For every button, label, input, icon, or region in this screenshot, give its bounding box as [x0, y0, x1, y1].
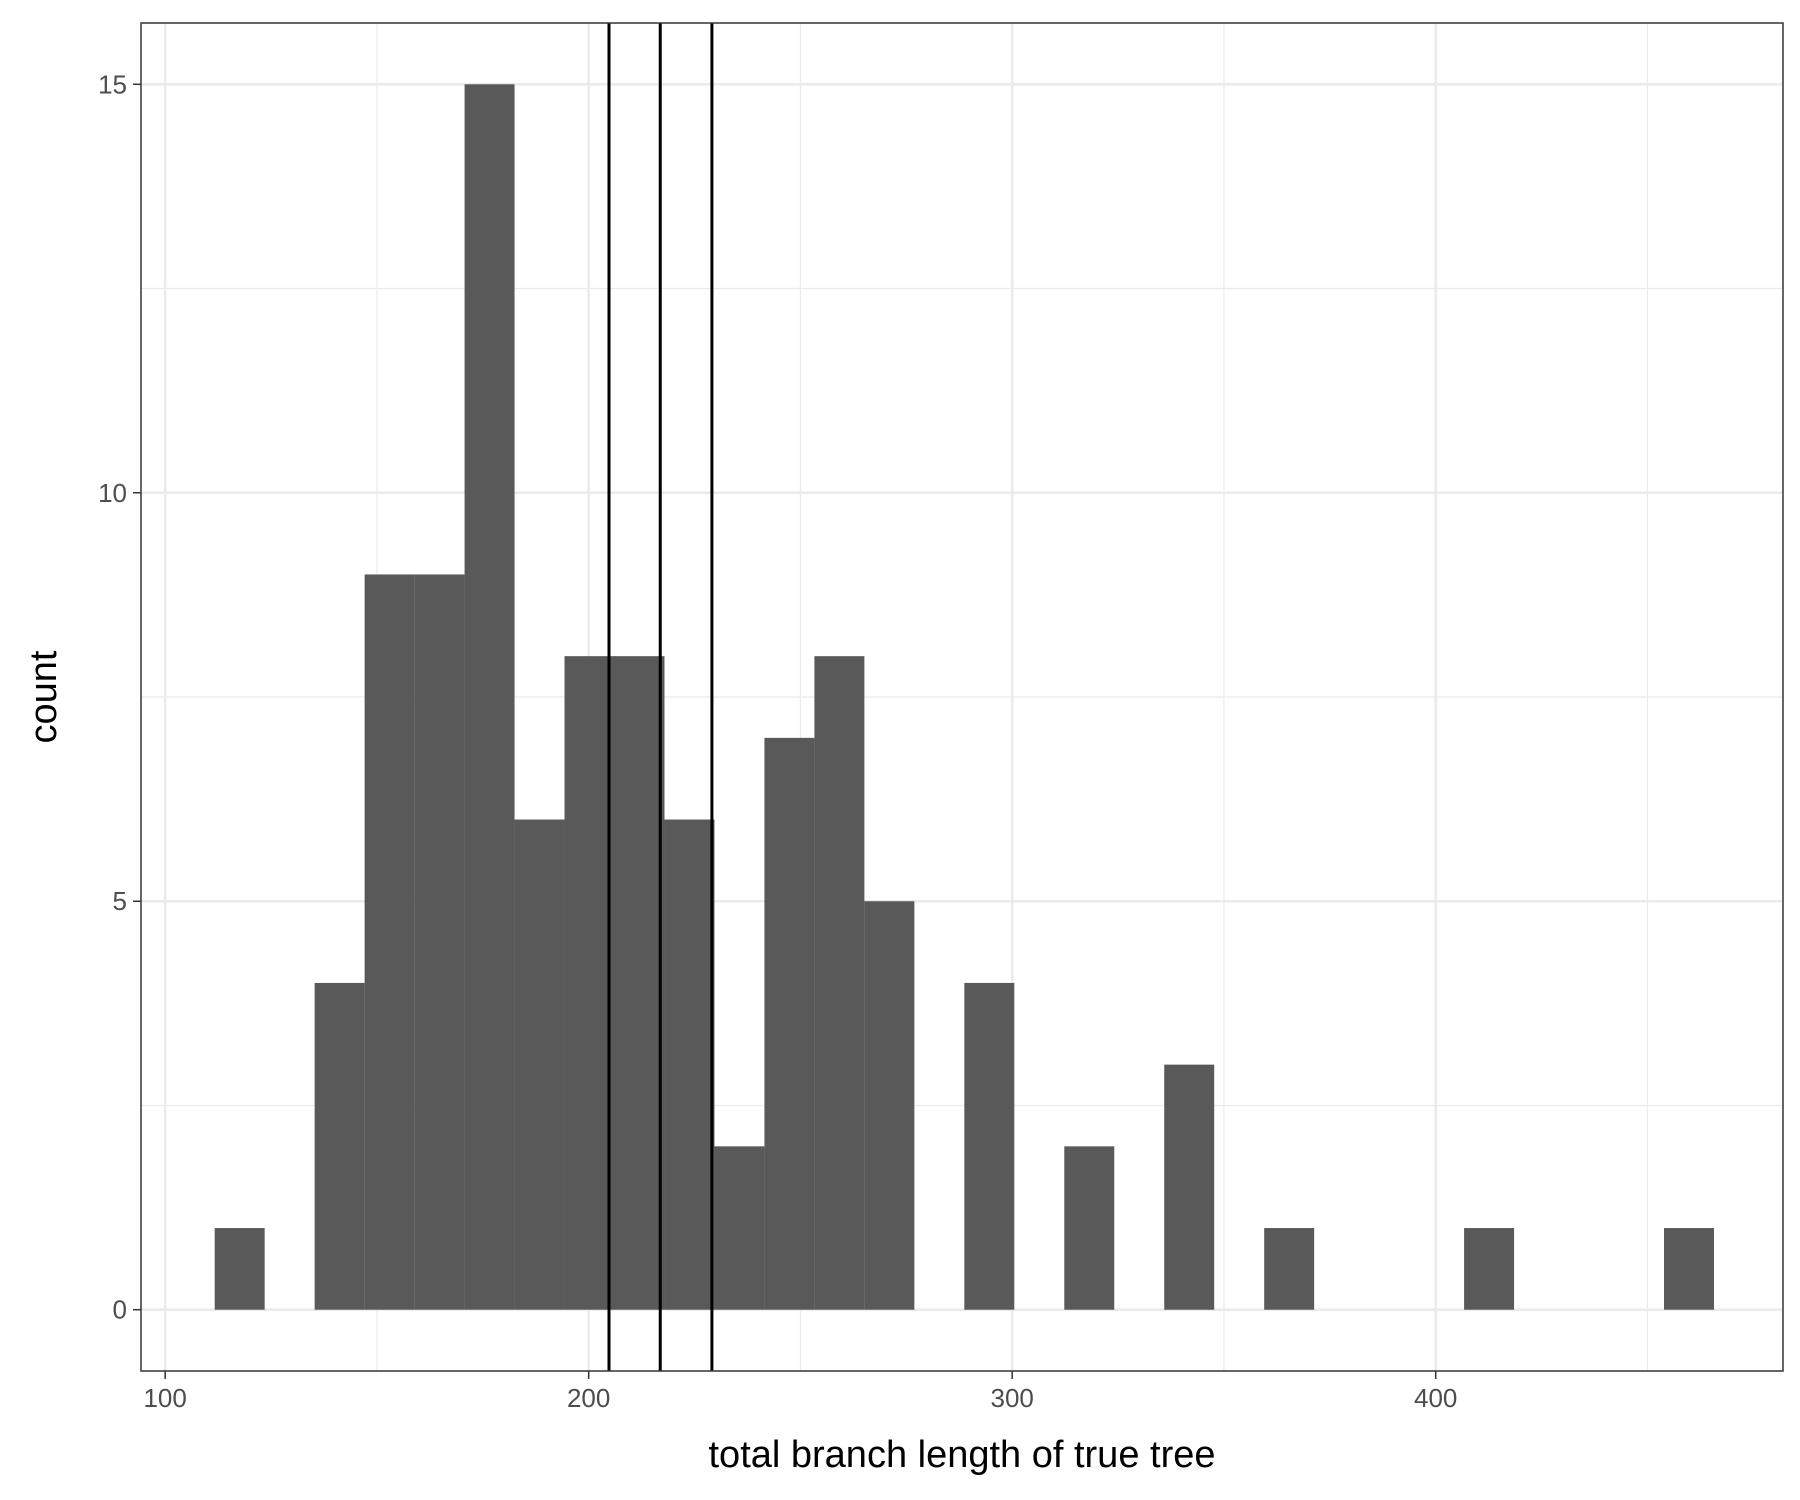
x-tick-label: 400: [1414, 1383, 1457, 1413]
histogram-bar: [1264, 1228, 1315, 1310]
histogram-bar: [1064, 1146, 1115, 1310]
histogram-bar: [714, 1146, 765, 1310]
y-tick-label: 15: [98, 69, 127, 99]
histogram-bar: [564, 656, 615, 1310]
histogram-bar: [1164, 1064, 1215, 1310]
grid-minor: [141, 23, 1783, 1371]
y-axis-title: count: [23, 650, 65, 743]
histogram-bar: [814, 656, 865, 1310]
x-tick-label: 300: [990, 1383, 1033, 1413]
x-tick-label: 100: [143, 1383, 186, 1413]
y-tick-label: 10: [98, 478, 127, 508]
histogram-bar: [614, 656, 665, 1310]
x-axis-title: total branch length of true tree: [709, 1434, 1216, 1476]
histogram-bar: [664, 819, 715, 1310]
reference-lines: [607, 23, 714, 1371]
histogram-bar: [214, 1228, 265, 1310]
x-tick-label: 200: [567, 1383, 610, 1413]
y-tick-label: 5: [113, 886, 127, 916]
y-tick-label: 0: [113, 1295, 127, 1325]
histogram-bar: [1464, 1228, 1515, 1310]
x-axis-ticks: 100 200 300 400: [143, 1371, 1457, 1413]
histogram-bar: [1663, 1228, 1714, 1310]
histogram-bar: [464, 84, 515, 1310]
histogram-bar: [514, 819, 565, 1310]
histogram-bar: [964, 982, 1015, 1310]
histogram-bar: [764, 737, 815, 1310]
histogram-bar: [414, 574, 465, 1310]
panel-border: [140, 22, 1784, 1372]
histogram-bars: [214, 84, 1714, 1310]
y-axis-ticks: 0 5 10 15: [98, 69, 141, 1325]
histogram-bar: [364, 574, 415, 1310]
histogram-bar: [314, 982, 365, 1310]
histogram-bar: [864, 901, 915, 1310]
